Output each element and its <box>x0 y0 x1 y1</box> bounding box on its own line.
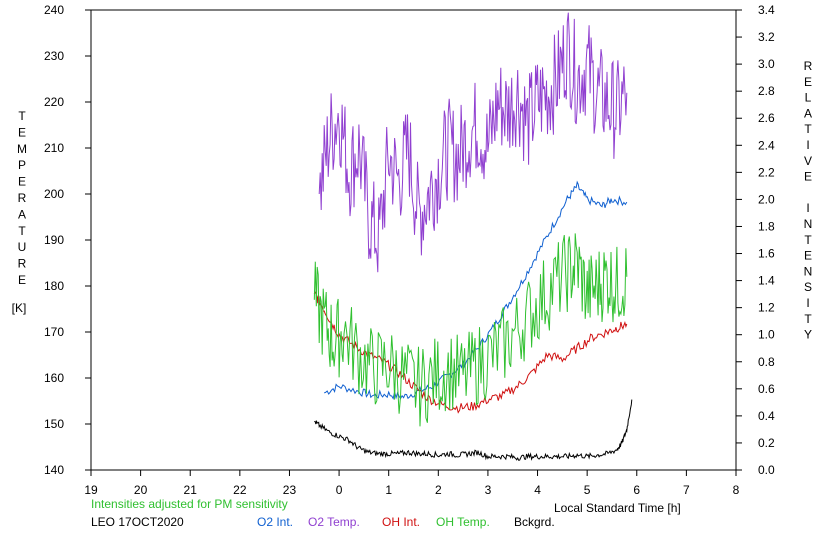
y-left-label-letter: P <box>18 158 26 172</box>
y-left-tick-label: 190 <box>44 233 64 247</box>
y-left-label-letter: A <box>18 207 26 221</box>
legend: O2 Int. O2 Temp. OH Int. OH Temp. Bckgrd. <box>257 515 555 529</box>
series-line <box>313 290 628 414</box>
y-left-tick-label: 200 <box>44 187 64 201</box>
series-layer <box>313 12 633 461</box>
x-tick-label: 5 <box>584 483 591 497</box>
y-right-tick-label: 0.4 <box>758 409 775 423</box>
series-line <box>318 12 628 273</box>
x-tick-label: 2 <box>435 483 442 497</box>
y-right-label-letter: I <box>806 296 809 310</box>
y-right-label-letter: I <box>806 201 809 215</box>
y-left-label-letter: R <box>18 191 27 205</box>
series-bckgrd <box>314 399 633 461</box>
legend-item: O2 Temp. <box>308 515 360 529</box>
x-tick-label: 20 <box>134 483 148 497</box>
x-tick-label: 19 <box>84 483 98 497</box>
y-right-tick-label: 2.6 <box>758 111 775 125</box>
x-tick-label: 8 <box>733 483 740 497</box>
y-right-label-letter: T <box>804 233 812 247</box>
legend-item: Bckgrd. <box>514 515 555 529</box>
x-tick-label: 0 <box>336 483 343 497</box>
y-right-tick-label: 3.4 <box>758 3 775 17</box>
y-left-unit: [K] <box>12 301 27 315</box>
station-label: LEO 17OCT2020 <box>91 515 184 529</box>
y-right-label-letter: V <box>804 154 812 168</box>
y-right-tick-label: 0.0 <box>758 463 775 477</box>
y-right-label-letter: E <box>804 75 812 89</box>
y-left-tick-label: 170 <box>44 325 64 339</box>
y-right-label-letter: N <box>804 264 813 278</box>
plot-area <box>90 9 737 471</box>
x-tick-label: 7 <box>683 483 690 497</box>
y-right-label-letter: A <box>804 106 812 120</box>
y-right-label-letter: T <box>804 312 812 326</box>
y-right-label-letter: S <box>804 280 812 294</box>
x-axis-label: Local Standard Time [h] <box>554 501 681 515</box>
series-o2-temp <box>318 12 628 273</box>
y-right-tick-label: 0.6 <box>758 382 775 396</box>
y-left-label-letter: E <box>18 273 26 287</box>
y-right-tick-label: 2.8 <box>758 84 775 98</box>
legend-item: OH Int. <box>382 515 420 529</box>
series-oh-temp <box>313 233 628 427</box>
y-right-tick-label: 3.0 <box>758 57 775 71</box>
x-tick-label: 6 <box>633 483 640 497</box>
y-axis-left: 140 150 160 170 180 190 200 210 220 230 240 <box>44 3 91 477</box>
y-left-tick-label: 150 <box>44 417 64 431</box>
y-left-label-letter: R <box>18 257 27 271</box>
y-right-tick-label: 3.2 <box>758 30 775 44</box>
y-right-tick-label: 2.4 <box>758 138 775 152</box>
series-line <box>324 180 628 400</box>
y-right-label-letter: Y <box>804 328 812 342</box>
y-right-label-letter: E <box>804 249 812 263</box>
y-right-label-letter: I <box>806 138 809 152</box>
x-tick-label: 23 <box>283 483 297 497</box>
y-right-tick-label: 0.8 <box>758 355 775 369</box>
x-tick-label: 3 <box>485 483 492 497</box>
y-left-label-letter: T <box>18 224 26 238</box>
y-right-tick-label: 1.2 <box>758 301 775 315</box>
y-left-label-letter: T <box>18 109 26 123</box>
y-right-tick-label: 2.0 <box>758 192 775 206</box>
series-o2-int <box>324 180 628 400</box>
y-left-tick-label: 230 <box>44 49 64 63</box>
y-left-tick-label: 180 <box>44 279 64 293</box>
y-right-tick-label: 1.0 <box>758 328 775 342</box>
y-right-label-letter: L <box>805 91 812 105</box>
y-right-tick-label: 1.6 <box>758 247 775 261</box>
y-right-tick-label: 1.8 <box>758 219 775 233</box>
y-axis-right: 0.0 0.2 0.4 0.6 0.8 1.0 1.2 1.4 1.6 1.8 2.0 2.2 2.4 2… <box>736 3 775 477</box>
y-right-label-letter: N <box>804 217 813 231</box>
legend-item: O2 Int. <box>257 515 293 529</box>
y-right-tick-label: 1.4 <box>758 274 775 288</box>
y-right-label-letter: E <box>804 170 812 184</box>
sensitivity-note: Intensities adjusted for PM sensitivity <box>91 497 288 511</box>
x-tick-label: 22 <box>233 483 247 497</box>
legend-item: OH Temp. <box>436 515 490 529</box>
series-oh-int <box>313 290 628 414</box>
y-right-label-letter: T <box>804 122 812 136</box>
x-axis: 19 20 21 22 23 0 1 2 3 4 5 6 7 8 <box>84 470 740 497</box>
y-left-label-letter: U <box>18 240 27 254</box>
y-left-tick-label: 240 <box>44 3 64 17</box>
x-tick-label: 1 <box>385 483 392 497</box>
y-right-label-letter: R <box>804 59 813 73</box>
x-tick-label: 4 <box>534 483 541 497</box>
y-right-tick-label: 0.2 <box>758 436 775 450</box>
y-left-tick-label: 160 <box>44 371 64 385</box>
x-tick-label: 21 <box>184 483 198 497</box>
y-left-tick-label: 220 <box>44 95 64 109</box>
y-left-tick-label: 210 <box>44 141 64 155</box>
series-line <box>314 399 633 461</box>
y-left-label-letter: E <box>18 175 26 189</box>
y-left-label-letter: M <box>17 142 27 156</box>
series-line <box>313 233 628 427</box>
y-right-tick-label: 2.2 <box>758 165 775 179</box>
y-left-tick-label: 140 <box>44 463 64 477</box>
y-left-label-letter: E <box>18 125 26 139</box>
